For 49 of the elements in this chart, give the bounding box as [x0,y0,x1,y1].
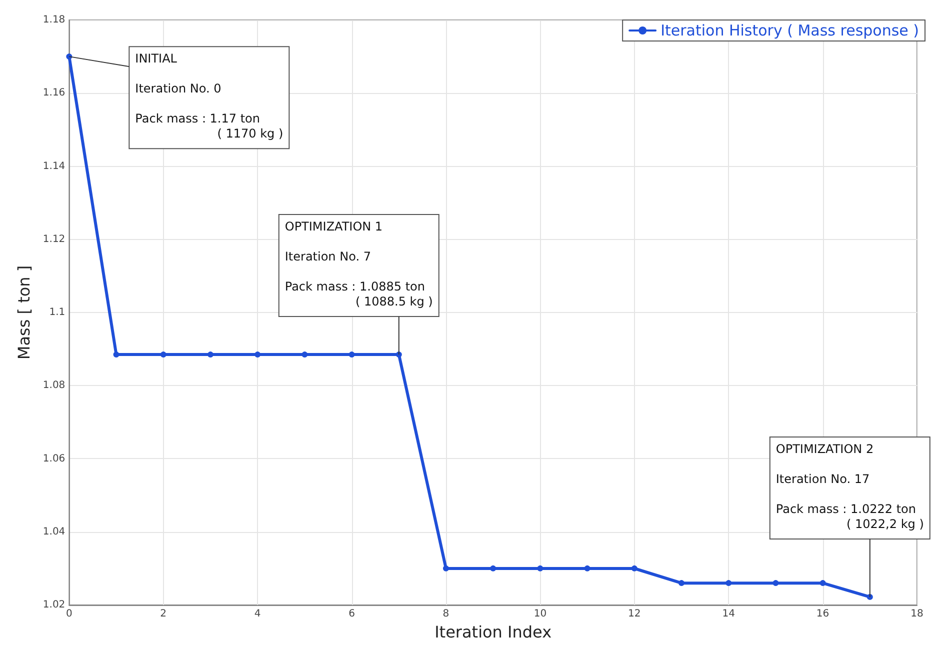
point [490,565,496,572]
y-tick-label: 1.06 [42,453,66,464]
point [442,565,449,572]
y-tick-label: 1.04 [42,526,66,538]
point [584,565,590,572]
point [160,352,166,358]
x-tick-label: 0 [66,608,72,620]
point [207,352,214,358]
annotation: Pack mass : 1.17 ton [135,112,260,126]
y-tick-label: 1.16 [42,88,66,99]
point [678,580,684,586]
x-tick-label: 16 [816,608,830,620]
x-tick-label: 4 [254,608,261,620]
annotation: Iteration No. 7 [284,250,371,264]
point [772,580,779,586]
x-tick-label: 18 [910,608,924,620]
x-tick-label: 8 [442,608,450,620]
legend-label: Iteration History ( Mass response ) [660,22,920,40]
y-tick-label: 1.02 [42,600,66,610]
annotation: OPTIMIZATION 1 [284,220,383,234]
point [113,352,120,358]
annotation: ( 1170 kg ) [217,126,284,141]
y-tick-label: 1.1 [49,307,66,318]
x-tick-label: 2 [160,608,167,620]
annotation: INITIAL [135,52,178,66]
annotation: Pack mass : 1.0222 ton [776,502,916,516]
y-tick-label: 1.12 [42,234,66,245]
annotation: Iteration No. 0 [135,82,222,96]
annotation: Iteration No. 17 [776,472,870,486]
y-tick-label: 1.18 [42,14,66,26]
x-tick-label: 14 [722,608,735,620]
y-axis-title: Mass [ ton ] [14,265,34,360]
point [726,580,732,586]
point [631,565,638,572]
annotation: ( 1088.5 kg ) [356,294,433,309]
annotation: Pack mass : 1.0885 ton [284,280,425,294]
annotation: OPTIMIZATION 2 [776,442,874,456]
y-tick-label: 1.14 [42,160,66,172]
point [254,352,261,358]
x-tick-label: 10 [534,608,547,620]
point [537,565,544,572]
point [348,352,355,358]
x-tick-label: 6 [348,608,355,620]
annotation: ( 1022,2 kg ) [846,516,924,531]
point [302,352,308,358]
x-axis-title: Iteration Index [434,622,552,642]
point [820,580,826,586]
x-tick-label: 12 [628,608,641,620]
y-tick-label: 1.08 [42,380,66,392]
